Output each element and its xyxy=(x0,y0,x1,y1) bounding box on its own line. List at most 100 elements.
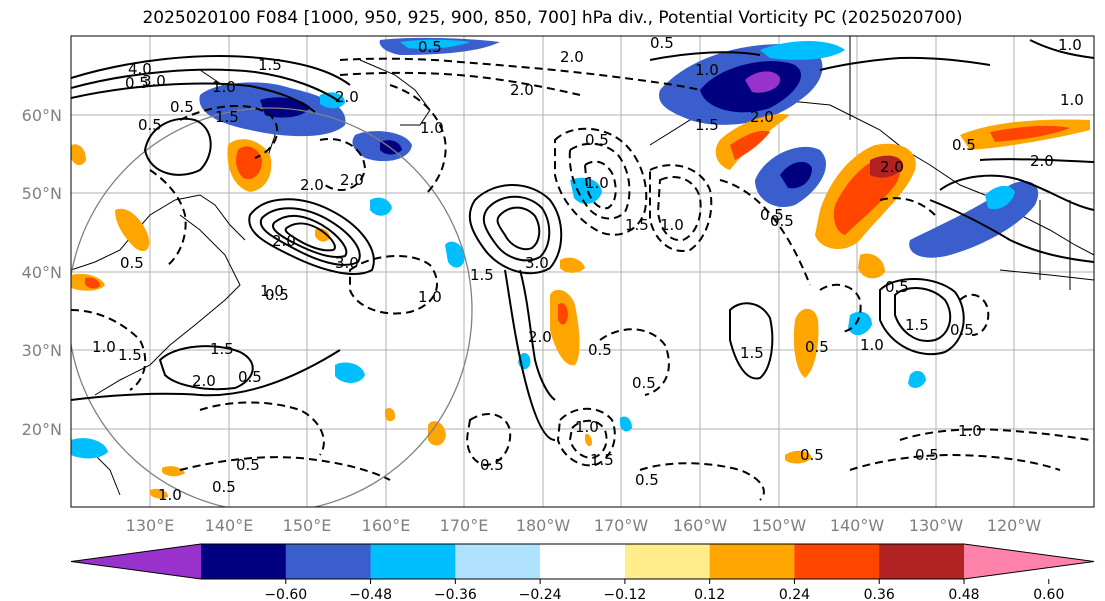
contour-label: 1.5 xyxy=(118,346,142,364)
lon-label: 140°W xyxy=(830,516,885,535)
contour-label: 1.0 xyxy=(958,422,982,440)
contour-label: 1.0 xyxy=(585,174,609,192)
colorbar-segment xyxy=(794,544,880,579)
colorbar-segment xyxy=(201,544,287,579)
lon-label: 160°W xyxy=(673,516,728,535)
contour-label: 2.0 xyxy=(510,81,534,99)
colorbar-tick-label: −0.24 xyxy=(519,587,562,601)
contour-label: 1.0 xyxy=(158,486,182,504)
contour-label: 1.5 xyxy=(590,451,614,469)
contour-label: 2.0 xyxy=(560,48,584,66)
colorbar-tick-label: 0.48 xyxy=(948,587,979,601)
colorbar-segment xyxy=(285,544,372,579)
lon-label: 170°E xyxy=(440,516,489,535)
lon-label: 130°W xyxy=(909,516,964,535)
contour-label: 0.5 xyxy=(800,446,824,464)
longitude-labels: 130°E 140°E 150°E 160°E 170°E 180°W 170°… xyxy=(126,516,1042,535)
contour-label: 0.5 xyxy=(588,341,612,359)
graticule xyxy=(71,36,1094,507)
dashed-contours xyxy=(71,57,1091,501)
contour-label: 0.5 xyxy=(212,478,236,496)
colorbar-tick-label: 0.12 xyxy=(694,587,725,601)
contour-label: 1.0 xyxy=(660,216,684,234)
contour-label: 1.0 xyxy=(418,288,442,306)
colorbar-extend-high xyxy=(964,544,1094,579)
contour-label: 0.5 xyxy=(125,74,149,92)
contour-label: 0.5 xyxy=(650,34,674,52)
colorbar-outline xyxy=(70,543,1095,580)
contour-label: 0.5 xyxy=(170,98,194,116)
colorbar-extend-low xyxy=(71,544,201,579)
colorbar-tick-label: −0.60 xyxy=(264,587,307,601)
contour-label: 0.5 xyxy=(138,116,162,134)
contour-label: 2.0 xyxy=(192,372,216,390)
contour-label: 1.5 xyxy=(695,116,719,134)
contour-label: 0.5 xyxy=(480,456,504,474)
contour-label: 0.5 xyxy=(238,368,262,386)
lat-label: 60°N xyxy=(22,106,62,125)
lat-label: 20°N xyxy=(22,420,62,439)
colorbar-tick-label: −0.12 xyxy=(603,587,646,601)
lat-label: 30°N xyxy=(22,341,62,360)
colorbar-tick-label: 0.24 xyxy=(779,587,810,601)
contour-label: 1.0 xyxy=(695,61,719,79)
contour-label: 3.0 xyxy=(525,254,549,272)
contour-label: 2.0 xyxy=(300,176,324,194)
contour-label: 2.0 xyxy=(272,232,296,250)
colorbar-segment xyxy=(624,544,711,579)
map-title: 2025020100 F084 [1000, 950, 925, 900, 85… xyxy=(142,8,963,28)
contour-label: 2.0 xyxy=(528,328,552,346)
contour-label: 1.0 xyxy=(1058,36,1082,54)
contour-label: 1.0 xyxy=(212,78,236,96)
range-circle xyxy=(71,107,473,507)
lat-label: 40°N xyxy=(22,263,62,282)
contour-label: 0.5 xyxy=(585,131,609,149)
colorbar-tick-label: −0.48 xyxy=(349,587,392,601)
map-frame xyxy=(70,35,1095,508)
lon-label: 180°W xyxy=(516,516,571,535)
contour-label: 1.5 xyxy=(210,340,234,358)
contour-label: 0.5 xyxy=(770,212,794,230)
colorbar-segment xyxy=(540,544,626,579)
contour-label: 1.5 xyxy=(258,56,282,74)
contour-label: 1.5 xyxy=(470,266,494,284)
contour-label: 3.0 xyxy=(335,254,359,272)
colorbar-tick-label: −0.36 xyxy=(434,587,477,601)
contour-label: 1.0 xyxy=(860,336,884,354)
lon-label: 150°W xyxy=(752,516,807,535)
contour-label: 1.0 xyxy=(92,338,116,356)
lon-label: 130°E xyxy=(126,516,175,535)
colorbar-segment xyxy=(879,544,965,579)
contour-label: 0.5 xyxy=(632,374,656,392)
contour-label: 0.5 xyxy=(805,338,829,356)
contour-label: 2.0 xyxy=(335,88,359,106)
lat-label: 50°N xyxy=(22,184,62,203)
contour-label: 1.5 xyxy=(740,344,764,362)
contour-label: 0.5 xyxy=(885,278,909,296)
contour-label: 0.5 xyxy=(418,38,442,56)
solid-contours xyxy=(71,39,1094,441)
contour-label: 0.5 xyxy=(915,446,939,464)
colorbar-tick-label: 0.36 xyxy=(864,587,895,601)
contour-label: 1.0 xyxy=(260,282,284,300)
contour-label: 1.5 xyxy=(215,108,239,126)
contour-label: 1.0 xyxy=(1060,91,1084,109)
lon-label: 120°W xyxy=(987,516,1042,535)
contour-labels: 4.0 3.0 1.5 1.0 0.5 3.0 2.0 1.0 0.5 2.0 … xyxy=(92,34,1084,504)
colorbar-tick-label: 0.60 xyxy=(1033,587,1064,601)
contour-label: 2.0 xyxy=(750,108,774,126)
contour-label: 4.0 xyxy=(128,60,152,78)
contour-label: 1.0 xyxy=(420,119,444,137)
contour-label: 0.5 xyxy=(760,206,784,224)
lon-label: 170°W xyxy=(594,516,649,535)
contour-label: 1.0 xyxy=(575,418,599,436)
contour-label: 0.5 xyxy=(265,286,289,304)
contour-label: 0.5 xyxy=(120,254,144,272)
contour-label: 2.0 xyxy=(1030,152,1054,170)
contour-label: 3.0 xyxy=(142,72,166,90)
shaded-fields xyxy=(71,37,1090,499)
lon-label: 140°E xyxy=(205,516,254,535)
contour-label: 2.0 xyxy=(880,158,904,176)
contour-label: 0.5 xyxy=(635,471,659,489)
